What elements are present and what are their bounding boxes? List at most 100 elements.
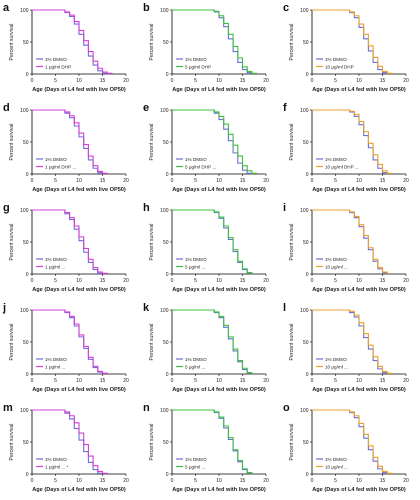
y-axis-title: Percent survival (9, 224, 15, 261)
x-tick-label: 20 (403, 78, 409, 84)
x-tick-label: 5 (194, 278, 197, 284)
x-tick-label: 20 (403, 278, 409, 284)
y-tick-label: 50 (303, 140, 309, 146)
y-tick-label: 0 (166, 172, 169, 178)
x-tick-label: 0 (31, 478, 34, 484)
panel-letter: f (283, 102, 287, 114)
legend-label: 1 μg/ml ... (45, 264, 65, 269)
x-tick-label: 15 (100, 278, 106, 284)
x-tick-label: 20 (263, 78, 269, 84)
y-tick-label: 100 (160, 208, 169, 214)
x-tick-label: 20 (123, 478, 129, 484)
x-tick-label: 0 (31, 178, 34, 184)
x-tick-label: 5 (334, 378, 337, 384)
y-tick-label: 100 (300, 408, 309, 414)
survival-curve-1 (172, 209, 253, 274)
x-tick-label: 15 (100, 78, 106, 84)
y-tick-label: 0 (26, 372, 29, 378)
x-tick-label: 0 (171, 178, 174, 184)
x-axis-title: Age (Days of L4 fed with live OP50) (172, 187, 266, 193)
x-tick-label: 20 (263, 278, 269, 284)
x-tick-label: 15 (240, 178, 246, 184)
x-tick-label: 0 (31, 278, 34, 284)
x-tick-label: 10 (76, 278, 82, 284)
y-tick-label: 100 (160, 8, 169, 14)
y-axis-title: Percent survival (289, 24, 295, 61)
x-tick-label: 0 (31, 78, 34, 84)
x-tick-label: 5 (334, 178, 337, 184)
x-axis-title: Age (Days of L4 fed with live OP50) (172, 87, 266, 93)
x-tick-label: 20 (123, 278, 129, 284)
x-tick-label: 10 (216, 278, 222, 284)
legend-label: 10 μg/ml DHP (325, 64, 354, 69)
x-tick-label: 5 (334, 278, 337, 284)
x-tick-label: 15 (240, 78, 246, 84)
survival-curve-1 (172, 309, 253, 374)
panel-letter: c (283, 2, 289, 14)
y-tick-label: 0 (306, 272, 309, 278)
y-tick-label: 50 (303, 340, 309, 346)
y-tick-label: 100 (300, 108, 309, 114)
y-tick-label: 50 (303, 440, 309, 446)
x-tick-label: 15 (100, 178, 106, 184)
x-tick-label: 10 (216, 78, 222, 84)
survival-curve-2 (312, 209, 388, 274)
survival-curve-2 (172, 109, 258, 174)
chart-panel-b: b Percent survival Age (Days of L4 fed wit… (143, 2, 269, 93)
y-tick-label: 100 (20, 208, 29, 214)
legend-label: 1% DMSO (325, 357, 347, 362)
panel-letter: j (2, 302, 6, 314)
legend-label: 1% DMSO (185, 457, 207, 462)
y-tick-label: 0 (306, 72, 309, 78)
legend-label: 1% DMSO (325, 157, 347, 162)
x-tick-label: 15 (380, 478, 386, 484)
survival-curve-2 (32, 309, 108, 374)
y-tick-label: 100 (160, 408, 169, 414)
x-tick-label: 15 (240, 278, 246, 284)
panel-letter: h (143, 202, 150, 214)
chart-panel-k: k Percent survival Age (Days of L4 fed wit… (143, 302, 269, 393)
panel-letter: e (143, 102, 149, 114)
legend-label: 1% DMSO (325, 257, 347, 262)
survival-curve-2 (172, 309, 253, 374)
survival-curve-2 (312, 109, 393, 174)
x-tick-label: 10 (216, 178, 222, 184)
x-axis-title: Age (Days of L4 fed with live OP50) (172, 487, 266, 493)
x-tick-label: 5 (54, 478, 57, 484)
y-axis-title: Percent survival (9, 424, 15, 461)
y-tick-label: 100 (20, 8, 29, 14)
survival-curve-1 (312, 209, 388, 274)
legend-label: 1% DMSO (185, 257, 207, 262)
survival-curve-1 (172, 409, 253, 474)
x-tick-label: 10 (356, 178, 362, 184)
chart-panel-l: l Percent survival Age (Days of L4 fed wit… (283, 302, 409, 393)
y-axis-title: Percent survival (149, 424, 155, 461)
legend-label: 5 μg/ml ... (185, 264, 205, 269)
survival-curve-1 (32, 209, 104, 274)
y-tick-label: 0 (26, 472, 29, 478)
y-axis-title: Percent survival (9, 324, 15, 361)
panel-letter: a (3, 2, 10, 14)
x-tick-label: 20 (123, 178, 129, 184)
y-tick-label: 50 (163, 240, 169, 246)
y-tick-label: 0 (166, 272, 169, 278)
y-tick-label: 0 (306, 372, 309, 378)
legend-label: 1% DMSO (325, 457, 347, 462)
x-tick-label: 5 (54, 78, 57, 84)
x-tick-label: 5 (54, 378, 57, 384)
survival-curve-2 (32, 209, 108, 274)
panel-letter: o (283, 402, 290, 414)
y-tick-label: 100 (160, 108, 169, 114)
y-tick-label: 0 (26, 72, 29, 78)
x-tick-label: 0 (171, 278, 174, 284)
x-tick-label: 10 (216, 378, 222, 384)
x-tick-label: 0 (31, 378, 34, 384)
x-tick-label: 5 (194, 78, 197, 84)
x-tick-label: 5 (54, 178, 57, 184)
panel-letter: i (283, 202, 286, 214)
x-tick-label: 10 (76, 78, 82, 84)
chart-panel-h: h Percent survival Age (Days of L4 fed wit… (143, 202, 269, 293)
survival-curve-1 (312, 309, 388, 374)
legend-label: 10 μg/ml DHP ... (325, 164, 359, 169)
